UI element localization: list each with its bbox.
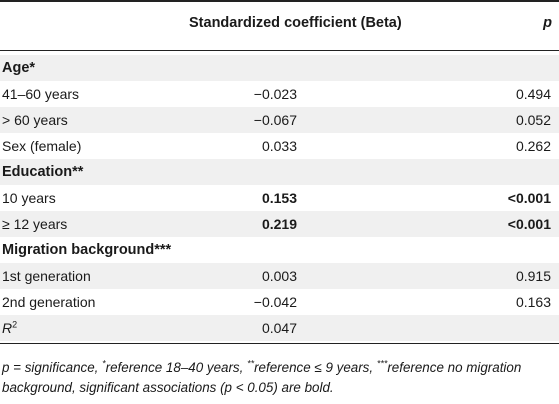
table-row: 1st generation 0.003 0.915 bbox=[0, 263, 559, 289]
footnote-reference-age: reference 18–40 years, bbox=[105, 360, 248, 375]
beta-value: 0.153 bbox=[261, 190, 297, 206]
table-row: Sex (female) 0.033 0.262 bbox=[0, 133, 559, 159]
table-footnote: p = significance, *reference 18–40 years… bbox=[2, 358, 554, 398]
beta-value: −0.042 bbox=[253, 294, 297, 310]
beta-value: 0.047 bbox=[261, 320, 297, 336]
beta-value: 0.003 bbox=[261, 268, 297, 284]
table-row: > 60 years −0.067 0.052 bbox=[0, 107, 559, 133]
row-label: Sex (female) bbox=[2, 138, 82, 154]
table-row: Age* bbox=[0, 55, 559, 81]
row-label: Age* bbox=[2, 60, 36, 76]
footnote-star-1: * bbox=[102, 358, 106, 369]
footnote-reference-migration: reference no migration background, signi… bbox=[2, 360, 522, 395]
p-value: <0.001 bbox=[507, 216, 551, 232]
row-label: 10 years bbox=[2, 190, 56, 206]
table-row: ≥ 12 years 0.219 <0.001 bbox=[0, 211, 559, 237]
footnote-reference-education: reference ≤ 9 years, bbox=[254, 360, 377, 375]
p-value: 0.262 bbox=[515, 138, 551, 154]
r-symbol: R bbox=[2, 320, 13, 336]
beta-value: 0.219 bbox=[261, 216, 297, 232]
p-value: <0.001 bbox=[507, 190, 551, 206]
row-label: > 60 years bbox=[2, 112, 68, 128]
column-header-p: p bbox=[543, 15, 552, 31]
row-label: ≥ 12 years bbox=[2, 216, 68, 232]
column-header-beta: Standardized coefficient (Beta) bbox=[189, 15, 402, 31]
table-row: Migration background*** bbox=[0, 237, 559, 263]
table-row: Education** bbox=[0, 159, 559, 185]
row-label: 1st generation bbox=[2, 268, 91, 284]
footnote-p-definition: p = significance, bbox=[2, 360, 103, 375]
table-top-rule bbox=[0, 0, 559, 2]
header-rule bbox=[0, 50, 559, 51]
row-label: Migration background*** bbox=[2, 242, 172, 258]
beta-value: −0.067 bbox=[253, 112, 297, 128]
beta-value: 0.033 bbox=[261, 138, 297, 154]
table-header: Standardized coefficient (Beta) p bbox=[0, 0, 559, 50]
table-bottom-rule bbox=[0, 343, 559, 344]
p-value: 0.163 bbox=[515, 294, 551, 310]
table-row: 2nd generation −0.042 0.163 bbox=[0, 289, 559, 315]
table-row: R2 0.047 bbox=[0, 315, 559, 341]
row-label: 41–60 years bbox=[2, 86, 80, 102]
p-value: 0.915 bbox=[515, 268, 551, 284]
r-exponent: 2 bbox=[12, 319, 18, 330]
row-label-r-squared: R2 bbox=[2, 320, 17, 336]
p-value: 0.494 bbox=[515, 86, 551, 102]
p-value: 0.052 bbox=[515, 112, 551, 128]
table-row: 41–60 years −0.023 0.494 bbox=[0, 81, 559, 107]
beta-value: −0.023 bbox=[253, 86, 297, 102]
footnote-star-3: *** bbox=[376, 358, 388, 369]
row-label: 2nd generation bbox=[2, 294, 96, 310]
row-label: Education** bbox=[2, 164, 84, 180]
footnote-star-2: ** bbox=[247, 358, 255, 369]
table-row: 10 years 0.153 <0.001 bbox=[0, 185, 559, 211]
